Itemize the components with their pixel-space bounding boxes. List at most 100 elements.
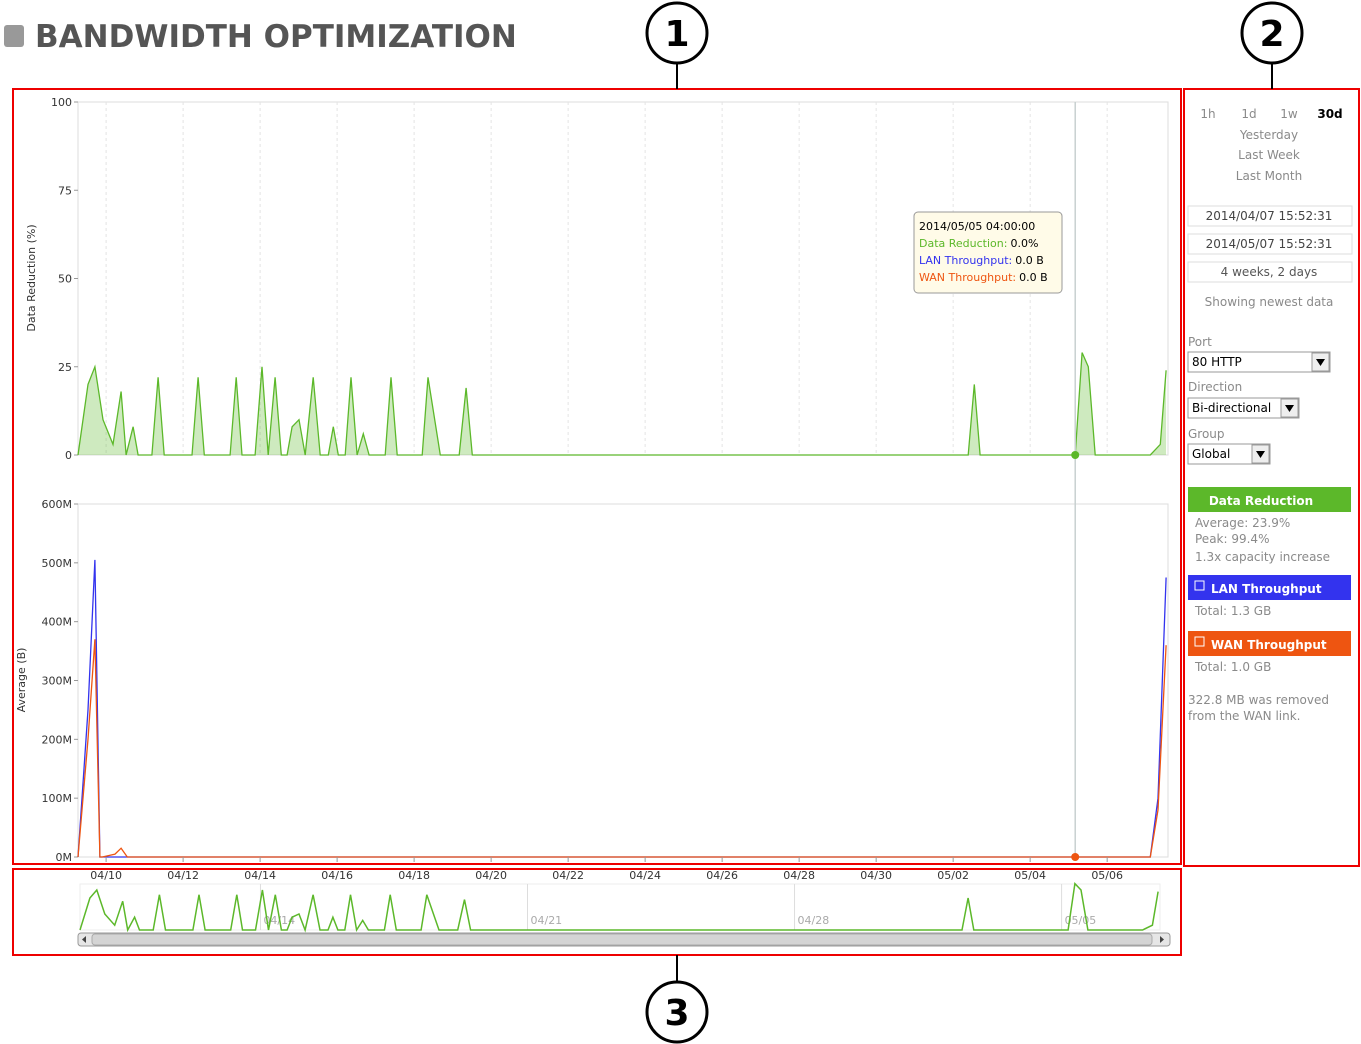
field-label: Direction — [1188, 380, 1242, 394]
x-tick-label: 04/16 — [321, 869, 353, 882]
input-box — [1187, 261, 1353, 283]
y-tick-label: 100M — [42, 792, 73, 805]
y-tick-label: 0 — [65, 449, 72, 462]
hover-marker — [1071, 853, 1080, 861]
legend-box[interactable] — [1188, 631, 1351, 656]
tooltip-row: Data Reduction: 0.0% — [919, 237, 1038, 250]
range-button[interactable]: 1h — [1200, 107, 1215, 121]
scroll-left[interactable] — [82, 936, 86, 943]
nav-line — [79, 881, 1159, 933]
y-tick-label: 400M — [42, 616, 73, 629]
y-axis-label: Average (B) — [15, 648, 28, 713]
callout-circle — [645, 1, 709, 65]
x-tick-label: 04/10 — [90, 869, 122, 882]
legend-box[interactable] — [1188, 575, 1351, 600]
field-label: Port — [1188, 335, 1212, 349]
select-value: Global — [1192, 447, 1230, 461]
range-button[interactable]: 30d — [1317, 107, 1342, 121]
x-tick-label: 05/06 — [1091, 869, 1123, 882]
input-box[interactable] — [1187, 233, 1353, 255]
legend-label[interactable]: WAN Throughput — [1211, 638, 1327, 652]
x-tick-label: 04/18 — [398, 869, 430, 882]
tooltip: 2014/05/05 04:00:00 Data Reduction: 0.0% LA… — [913, 211, 1063, 294]
stat: Total: 1.3 GB — [1194, 604, 1271, 618]
stat: Average: 23.9% — [1195, 516, 1290, 530]
note: from the WAN link. — [1188, 709, 1301, 723]
y-tick-label: 25 — [58, 361, 72, 374]
tooltip-label: LAN Throughput: — [919, 254, 1012, 267]
series-line — [77, 639, 1167, 858]
field-label: Group — [1188, 427, 1225, 441]
checkbox[interactable] — [1194, 580, 1205, 591]
x-tick-label: 04/28 — [783, 869, 815, 882]
select[interactable] — [1187, 397, 1300, 419]
checkbox[interactable] — [1194, 636, 1205, 647]
sidebar: 1h 1d 1w 30d Yesterday Last Week Last Mo… — [1187, 107, 1353, 723]
tooltip-label: WAN Throughput: — [919, 271, 1016, 284]
nav-label: 05/05 — [1065, 914, 1097, 927]
scroll-thumb[interactable] — [91, 933, 1153, 946]
y-axis-label: Data Reduction (%) — [25, 224, 38, 331]
arrow-icon — [1256, 451, 1265, 458]
tooltip-value: 0.0 B — [1015, 254, 1044, 267]
input-box[interactable] — [1187, 205, 1353, 227]
x-tick-label: 04/30 — [860, 869, 892, 882]
legend-box[interactable] — [1188, 487, 1351, 512]
x-tick-label: 05/04 — [1014, 869, 1046, 882]
stat: Total: 1.0 GB — [1194, 660, 1271, 674]
x-tick-label: 04/20 — [475, 869, 507, 882]
x-tick-label: 04/24 — [629, 869, 661, 882]
callout-box — [12, 88, 1182, 865]
legend-label[interactable]: LAN Throughput — [1211, 582, 1322, 596]
tooltip-row: LAN Throughput: 0.0 B — [919, 254, 1044, 267]
callout-number: 2 — [1259, 14, 1284, 55]
y-tick-label: 75 — [58, 184, 72, 197]
legend-label[interactable]: Data Reduction — [1209, 494, 1313, 508]
callout-box — [12, 868, 1182, 956]
y-tick-label: 500M — [42, 557, 73, 570]
scroll-right[interactable] — [1160, 936, 1164, 943]
range-button[interactable]: 1d — [1241, 107, 1256, 121]
duration: 4 weeks, 2 days — [1221, 265, 1318, 279]
select-value: Bi-directional — [1192, 401, 1271, 415]
select-value: 80 HTTP — [1192, 355, 1242, 369]
callout-circle — [1240, 1, 1304, 65]
tooltip-label: Data Reduction: — [919, 237, 1007, 250]
y-tick-label: 300M — [42, 675, 73, 688]
note: 322.8 MB was removed — [1188, 693, 1329, 707]
preset-link[interactable]: Last Week — [1238, 148, 1300, 162]
tooltip-value: 0.0 B — [1019, 271, 1048, 284]
select[interactable] — [1187, 351, 1331, 373]
status: Showing newest data — [1205, 295, 1334, 309]
series-line — [77, 352, 1167, 456]
y-tick-label: 50 — [58, 273, 72, 286]
nav-label: 04/21 — [530, 914, 562, 927]
callout-circle — [645, 980, 709, 1044]
x-tick-label: 05/02 — [937, 869, 969, 882]
select[interactable] — [1187, 443, 1271, 465]
range-button[interactable]: 1w — [1280, 107, 1298, 121]
hover-marker — [1071, 451, 1080, 459]
plot-area — [77, 503, 1169, 858]
y-tick-label: 100 — [51, 96, 72, 109]
area-fill — [78, 352, 1167, 455]
arrow-icon — [1316, 359, 1325, 366]
x-tick-label: 04/26 — [706, 869, 738, 882]
stat: Peak: 99.4% — [1195, 532, 1269, 546]
x-tick-label: 04/22 — [552, 869, 584, 882]
y-tick-label: 600M — [42, 498, 73, 511]
arrow-icon — [1285, 405, 1294, 412]
x-tick-label: 04/14 — [244, 869, 276, 882]
tooltip-time: 2014/05/05 04:00:00 — [919, 220, 1035, 233]
page-title: BANDWIDTH OPTIMIZATION — [35, 19, 517, 55]
y-tick-label: 200M — [42, 733, 73, 746]
preset-link[interactable]: Last Month — [1236, 169, 1302, 183]
callout-number: 3 — [664, 993, 689, 1034]
end-time: 2014/05/07 15:52:31 — [1206, 237, 1333, 251]
tooltip-box — [913, 211, 1063, 294]
preset-link[interactable]: Yesterday — [1239, 128, 1298, 142]
help-icon[interactable] — [4, 25, 24, 47]
tooltip-value: 0.0% — [1010, 237, 1038, 250]
